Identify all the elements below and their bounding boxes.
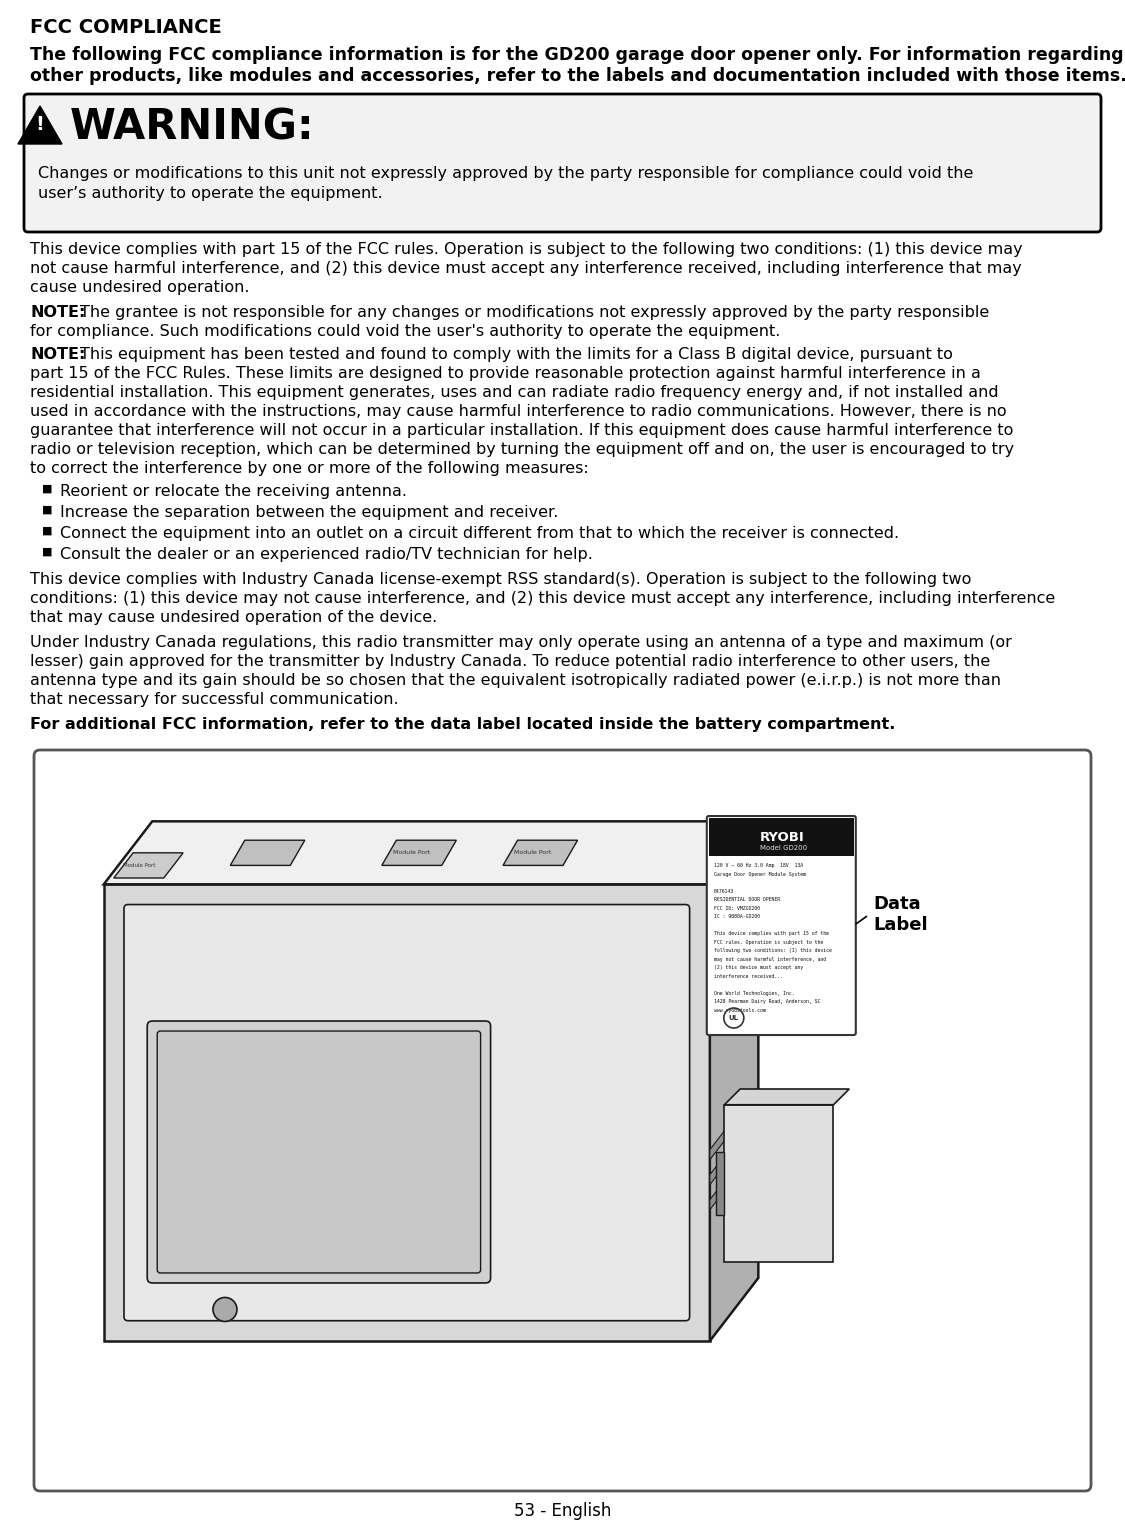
- Text: conditions: (1) this device may not cause interference, and (2) this device must: conditions: (1) this device may not caus…: [30, 591, 1055, 607]
- Text: Reorient or relocate the receiving antenna.: Reorient or relocate the receiving anten…: [60, 484, 407, 499]
- Text: lesser) gain approved for the transmitter by Industry Canada. To reduce potentia: lesser) gain approved for the transmitte…: [30, 654, 990, 668]
- Polygon shape: [717, 1152, 724, 1215]
- Text: Model GD200: Model GD200: [759, 845, 807, 852]
- FancyBboxPatch shape: [124, 904, 690, 1321]
- Polygon shape: [231, 841, 305, 865]
- Text: to correct the interference by one or more of the following measures:: to correct the interference by one or mo…: [30, 460, 588, 476]
- Text: Changes or modifications to this unit not expressly approved by the party respon: Changes or modifications to this unit no…: [38, 166, 973, 182]
- Polygon shape: [114, 853, 183, 878]
- Polygon shape: [710, 1112, 758, 1184]
- Text: part 15 of the FCC Rules. These limits are designed to provide reasonable protec: part 15 of the FCC Rules. These limits a…: [30, 367, 981, 380]
- FancyBboxPatch shape: [24, 94, 1101, 233]
- Text: Data
Label: Data Label: [874, 895, 928, 935]
- Polygon shape: [503, 841, 577, 865]
- Text: cause undesired operation.: cause undesired operation.: [30, 280, 250, 296]
- Text: Increase the separation between the equipment and receiver.: Increase the separation between the equi…: [60, 505, 558, 521]
- Text: UL: UL: [729, 1015, 739, 1021]
- Text: Garage Door Opener Module System: Garage Door Opener Module System: [713, 872, 806, 876]
- Text: WARNING:: WARNING:: [70, 106, 315, 148]
- Text: interference received...: interference received...: [713, 973, 783, 978]
- Text: FCC rules. Operation is subject to the: FCC rules. Operation is subject to the: [713, 939, 824, 944]
- Text: Module Port: Module Port: [393, 850, 431, 855]
- Polygon shape: [381, 841, 457, 865]
- Text: This device complies with part 15 of the FCC rules. Operation is subject to the : This device complies with part 15 of the…: [30, 242, 1023, 257]
- Text: One World Technologies, Inc.: One World Technologies, Inc.: [713, 990, 794, 995]
- Text: 1428 Pearman Dairy Road, Anderson, SC: 1428 Pearman Dairy Road, Anderson, SC: [713, 999, 820, 1004]
- Text: E476143: E476143: [713, 889, 734, 893]
- Polygon shape: [18, 106, 62, 145]
- Text: This equipment has been tested and found to comply with the limits for a Class B: This equipment has been tested and found…: [80, 346, 953, 362]
- Text: For additional FCC information, refer to the data label located inside the batte: For additional FCC information, refer to…: [30, 718, 896, 731]
- Text: FCC COMPLIANCE: FCC COMPLIANCE: [30, 18, 222, 37]
- Text: (2) this device must accept any: (2) this device must accept any: [713, 966, 803, 970]
- Text: NOTE:: NOTE:: [30, 305, 86, 320]
- FancyBboxPatch shape: [706, 816, 856, 1035]
- Text: radio or television reception, which can be determined by turning the equipment : radio or television reception, which can…: [30, 442, 1014, 457]
- Text: for compliance. Such modifications could void the user's authority to operate th: for compliance. Such modifications could…: [30, 323, 781, 339]
- Text: 53 - English: 53 - English: [514, 1502, 611, 1520]
- Text: www.ryobitools.com: www.ryobitools.com: [713, 1007, 765, 1012]
- Text: may not cause harmful interference, and: may not cause harmful interference, and: [713, 956, 826, 961]
- Text: guarantee that interference will not occur in a particular installation. If this: guarantee that interference will not occ…: [30, 424, 1014, 437]
- Text: other products, like modules and accessories, refer to the labels and documentat: other products, like modules and accesso…: [30, 68, 1125, 85]
- Text: ■: ■: [42, 527, 53, 536]
- FancyBboxPatch shape: [34, 750, 1091, 1491]
- Text: This device complies with Industry Canada license-exempt RSS standard(s). Operat: This device complies with Industry Canad…: [30, 571, 971, 587]
- Text: Module Port: Module Port: [514, 850, 551, 855]
- Text: that may cause undesired operation of the device.: that may cause undesired operation of th…: [30, 610, 438, 625]
- FancyBboxPatch shape: [147, 1021, 490, 1283]
- Text: This device complies with part 15 of the: This device complies with part 15 of the: [713, 932, 829, 936]
- Text: ■: ■: [42, 505, 53, 514]
- Text: RYOBI: RYOBI: [759, 830, 804, 844]
- Text: not cause harmful interference, and (2) this device must accept any interference: not cause harmful interference, and (2) …: [30, 260, 1022, 276]
- Circle shape: [213, 1298, 237, 1321]
- Text: antenna type and its gain should be so chosen that the equivalent isotropically : antenna type and its gain should be so c…: [30, 673, 1001, 688]
- Text: FCC ID: VMZGD200: FCC ID: VMZGD200: [713, 906, 759, 910]
- Polygon shape: [104, 884, 710, 1341]
- Text: 120 V ~ 60 Hz 3.0 Amp  18V  13A: 120 V ~ 60 Hz 3.0 Amp 18V 13A: [713, 862, 803, 869]
- Text: ■: ■: [42, 547, 53, 557]
- Text: Connect the equipment into an outlet on a circuit different from that to which t: Connect the equipment into an outlet on …: [60, 527, 899, 541]
- Text: following two conditions: (1) this device: following two conditions: (1) this devic…: [713, 949, 831, 953]
- Text: RESIDENTIAL DOOR OPENER: RESIDENTIAL DOOR OPENER: [713, 896, 780, 902]
- Text: Module Port: Module Port: [123, 862, 155, 869]
- Polygon shape: [710, 1137, 758, 1210]
- FancyBboxPatch shape: [158, 1030, 480, 1274]
- Text: !: !: [36, 116, 45, 134]
- Text: ■: ■: [42, 484, 53, 494]
- Text: that necessary for successful communication.: that necessary for successful communicat…: [30, 691, 398, 707]
- Text: The grantee is not responsible for any changes or modifications not expressly ap: The grantee is not responsible for any c…: [80, 305, 989, 320]
- Text: user’s authority to operate the equipment.: user’s authority to operate the equipmen…: [38, 186, 383, 202]
- Polygon shape: [724, 1089, 849, 1104]
- Text: NOTE:: NOTE:: [30, 346, 86, 362]
- Text: residential installation. This equipment generates, uses and can radiate radio f: residential installation. This equipment…: [30, 385, 999, 400]
- Text: used in accordance with the instructions, may cause harmful interference to radi: used in accordance with the instructions…: [30, 403, 1007, 419]
- Text: The following FCC compliance information is for the GD200 garage door opener onl: The following FCC compliance information…: [30, 46, 1124, 65]
- Polygon shape: [104, 821, 758, 884]
- Text: IC : 9880A-GD200: IC : 9880A-GD200: [713, 915, 759, 919]
- Text: Under Industry Canada regulations, this radio transmitter may only operate using: Under Industry Canada regulations, this …: [30, 634, 1011, 650]
- FancyBboxPatch shape: [709, 818, 854, 856]
- Text: Consult the dealer or an experienced radio/TV technician for help.: Consult the dealer or an experienced rad…: [60, 547, 593, 562]
- Polygon shape: [710, 821, 758, 1341]
- Polygon shape: [724, 1104, 834, 1263]
- Polygon shape: [710, 1087, 758, 1160]
